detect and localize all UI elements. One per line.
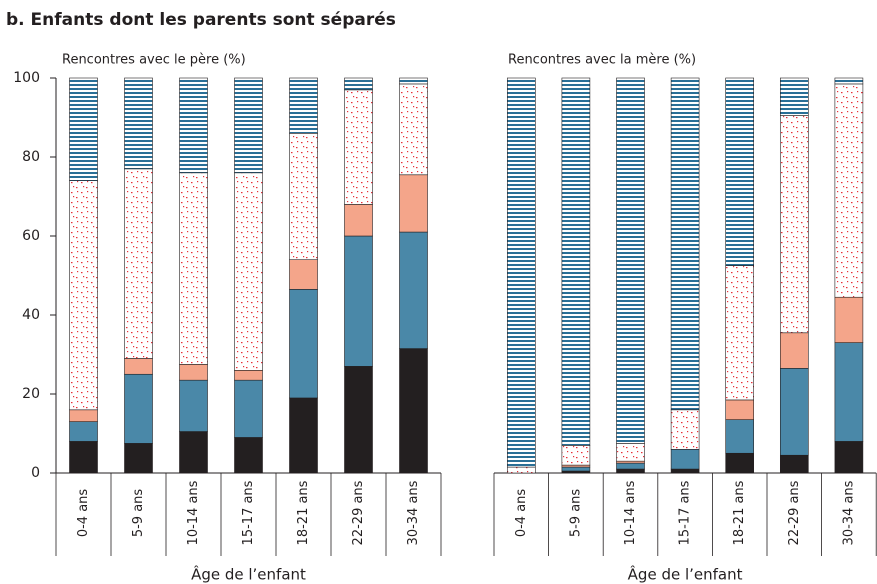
- bar-segment: [616, 443, 645, 462]
- bar-segment: [234, 379, 263, 438]
- bar-segment: [344, 204, 373, 237]
- chart-title: b. Enfants dont les parents sont séparés: [6, 10, 396, 30]
- bar-segment: [69, 409, 98, 422]
- bar-segment: [289, 397, 318, 474]
- bar-segment: [344, 77, 373, 91]
- bar-segment: [725, 265, 755, 401]
- bar-segment: [670, 77, 700, 411]
- bar-segment: [289, 77, 318, 134]
- bar-segment: [234, 77, 263, 174]
- bar-segment: [344, 89, 373, 205]
- bar-segment: [779, 368, 809, 456]
- bar-segment: [616, 468, 645, 474]
- bar-segment: [69, 77, 98, 181]
- bar-segment: [399, 77, 428, 85]
- bar-segment: [506, 466, 536, 474]
- bar-segment: [69, 441, 98, 474]
- bar-segment: [124, 77, 153, 170]
- bar-segment: [834, 83, 864, 298]
- bar-segment: [289, 289, 318, 399]
- x-axis-label: Âge de l’enfant: [191, 565, 306, 584]
- bar-segment: [234, 437, 263, 474]
- bar-segment: [69, 180, 98, 411]
- bar-segment: [725, 452, 755, 474]
- y-tick-label: 0: [31, 465, 40, 481]
- bar-segment: [561, 445, 591, 466]
- x-tick-label: 30-34 ans: [841, 480, 856, 545]
- x-tick-label: 22-29 ans: [351, 480, 366, 545]
- bar-segment: [399, 348, 428, 474]
- x-tick-label: 10-14 ans: [623, 480, 638, 545]
- y-tick-label: 20: [22, 386, 40, 402]
- bar-segment: [779, 115, 809, 334]
- bar-segment: [399, 83, 428, 176]
- bar-segment: [779, 332, 809, 369]
- y-tick-label: 80: [22, 149, 40, 165]
- x-tick-label: 5-9 ans: [131, 489, 146, 538]
- bar-segment: [124, 373, 153, 444]
- bar-segment: [399, 174, 428, 233]
- panel-subtitle: Rencontres avec la mère (%): [508, 53, 696, 68]
- x-tick-label: 18-21 ans: [732, 480, 747, 545]
- bar-segment: [834, 441, 864, 474]
- bar-segment: [725, 77, 755, 266]
- bar-segment: [179, 431, 208, 474]
- x-tick-label: 15-17 ans: [241, 480, 256, 545]
- bar-segment: [124, 443, 153, 474]
- x-tick-label: 10-14 ans: [186, 480, 201, 545]
- y-tick-label: 60: [22, 228, 40, 244]
- bar-segment: [289, 259, 318, 290]
- bar-segment: [344, 366, 373, 474]
- bar-segment: [124, 358, 153, 375]
- bar-segment: [670, 468, 700, 474]
- bar-segment: [834, 342, 864, 442]
- bar-segment: [616, 77, 645, 444]
- bar-segment: [561, 77, 591, 446]
- y-tick-label: 40: [22, 307, 40, 323]
- x-tick-label: 18-21 ans: [296, 480, 311, 545]
- bar-segment: [616, 462, 645, 470]
- bar-segment: [506, 77, 536, 468]
- x-tick-label: 0-4 ans: [514, 489, 529, 538]
- bar-segment: [779, 77, 809, 116]
- bar-segment: [179, 172, 208, 365]
- bar-segment: [289, 133, 318, 261]
- x-tick-label: 30-34 ans: [406, 480, 421, 545]
- bar-segment: [670, 448, 700, 470]
- x-tick-label: 22-29 ans: [787, 480, 802, 545]
- bar-segment: [725, 419, 755, 454]
- bar-segment: [124, 168, 153, 359]
- bar-segment: [834, 77, 864, 85]
- bar-segment: [234, 172, 263, 371]
- bar-segment: [779, 454, 809, 474]
- bar-segment: [670, 409, 700, 450]
- bar-segment: [234, 369, 263, 381]
- bar-segment: [179, 379, 208, 432]
- panel-subtitle: Rencontres avec le père (%): [62, 53, 246, 68]
- bar-segment: [725, 399, 755, 420]
- bar-segment: [69, 421, 98, 442]
- y-tick-label: 100: [13, 70, 40, 86]
- x-tick-label: 5-9 ans: [568, 489, 583, 538]
- x-tick-label: 15-17 ans: [678, 480, 693, 545]
- x-axis-label: Âge de l’enfant: [628, 565, 743, 584]
- bar-segment: [561, 466, 591, 472]
- x-tick-label: 0-4 ans: [76, 489, 91, 538]
- bar-segment: [179, 364, 208, 381]
- bar-segment: [179, 77, 208, 174]
- bar-segment: [399, 231, 428, 349]
- bar-segment: [834, 296, 864, 343]
- bar-segment: [344, 235, 373, 367]
